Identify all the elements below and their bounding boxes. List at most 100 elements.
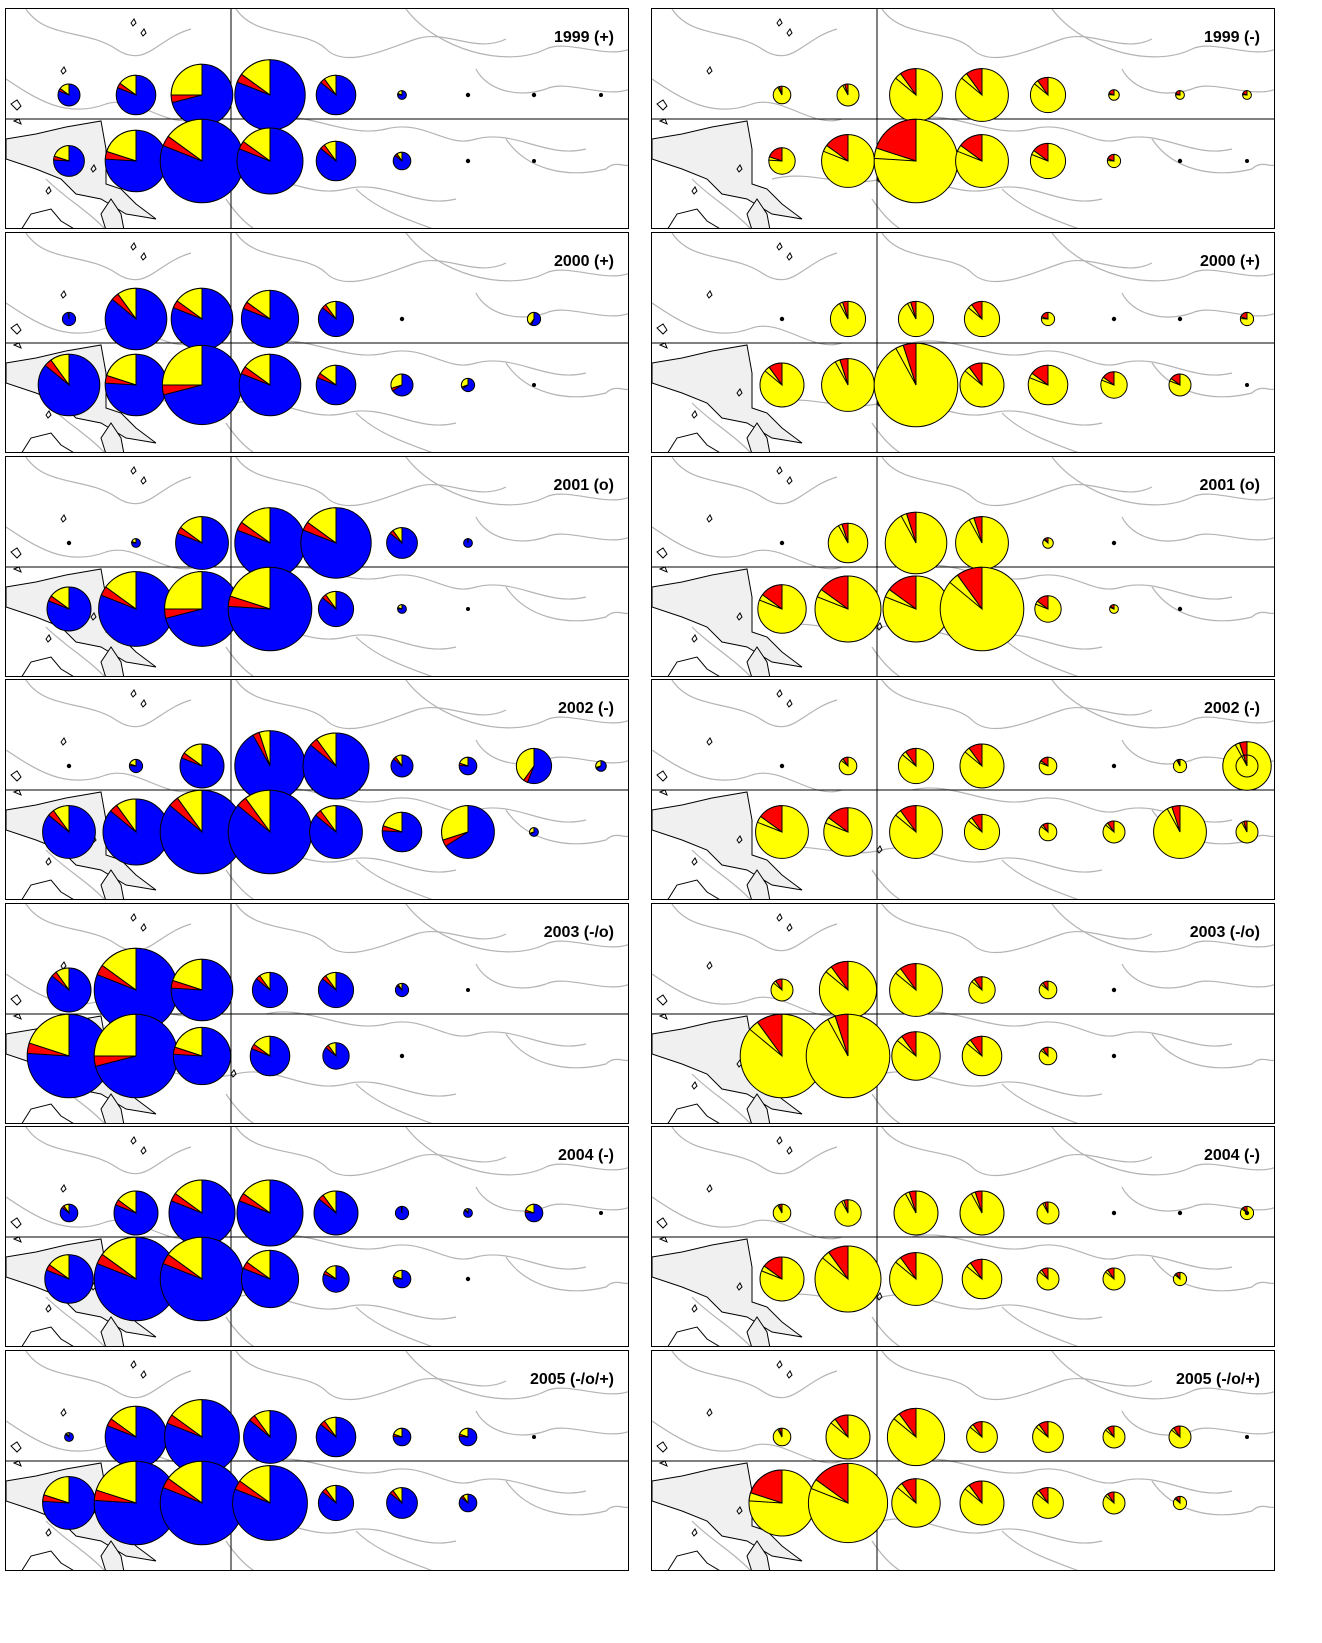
pie-south-5 [390, 373, 414, 397]
pie-south-1 [805, 1013, 891, 1099]
pie-north-5 [392, 1427, 412, 1447]
pie-south-1 [104, 353, 168, 417]
pie-south-5 [386, 1487, 418, 1519]
pie-north-2 [884, 511, 948, 575]
pie-south-4 [1032, 1487, 1064, 1519]
pie-south-0 [37, 353, 101, 417]
pie-south-4 [1034, 595, 1062, 623]
map-canvas [652, 904, 1274, 1123]
map-canvas [652, 233, 1274, 452]
pie-north-0 [66, 763, 72, 769]
pie-south-4 [1029, 142, 1067, 180]
pie-south-3 [961, 1258, 1003, 1300]
pie-north-5 [397, 90, 407, 100]
pie-south-5 [1102, 1267, 1126, 1291]
pie-south-1 [821, 134, 875, 188]
pie-south-2 [882, 575, 950, 643]
pie-south-2 [159, 789, 245, 875]
pie-north-0 [66, 540, 72, 546]
pie-north-2 [179, 743, 225, 789]
pie-north-0 [779, 763, 785, 769]
map-canvas [6, 457, 628, 676]
pie-north-2 [170, 63, 234, 127]
pie-north-1 [834, 1199, 862, 1227]
pie-south-4 [315, 140, 357, 182]
pie-north-7 [1239, 311, 1255, 327]
pie-north-6 [1168, 1425, 1192, 1449]
pie-north-8 [1235, 754, 1259, 778]
map-panel-1-1: 2000 (+) [651, 232, 1275, 453]
pie-north-2 [170, 287, 234, 351]
pie-north-2 [168, 1179, 236, 1247]
pie-north-7 [526, 311, 542, 327]
pie-north-0 [772, 1427, 792, 1447]
pie-south-2 [873, 342, 959, 428]
pie-north-6 [1177, 1210, 1183, 1216]
pie-north-0 [61, 311, 77, 327]
pie-south-3 [961, 1035, 1003, 1077]
pie-north-3 [234, 730, 306, 802]
pie-north-4 [300, 507, 372, 579]
pie-south-5 [1109, 604, 1119, 614]
pie-south-2 [889, 1252, 943, 1306]
pie-south-4 [1038, 1046, 1058, 1066]
pie-south-5 [399, 1053, 405, 1059]
pie-south-3 [963, 813, 1001, 851]
pie-south-1 [102, 798, 170, 866]
pie-south-6 [1153, 805, 1207, 859]
pie-south-3 [959, 362, 1005, 408]
pie-south-2 [891, 1031, 941, 1081]
pie-north-1 [113, 1190, 159, 1236]
pie-north-7 [1245, 1435, 1249, 1439]
pie-south-5 [392, 151, 412, 171]
map-panel-1-0: 2000 (+) [5, 232, 629, 453]
pie-north-2 [889, 963, 943, 1017]
pie-south-6 [1168, 373, 1192, 397]
pie-south-1 [93, 1460, 179, 1546]
pie-south-0 [26, 1013, 112, 1099]
pie-north-4 [315, 1416, 357, 1458]
pie-north-4 [1038, 756, 1058, 776]
pie-north-8 [599, 93, 603, 97]
pie-south-0 [757, 584, 807, 634]
pie-south-3 [227, 566, 313, 652]
pie-south-4 [1038, 822, 1058, 842]
pie-north-6 [458, 756, 478, 776]
pie-north-4 [1036, 1201, 1060, 1225]
pie-south-2 [159, 1236, 245, 1322]
pie-north-3 [963, 300, 1001, 338]
pie-north-2 [164, 1399, 240, 1475]
pie-north-0 [64, 1432, 74, 1442]
pie-south-7 [1235, 820, 1259, 844]
pie-north-0 [779, 316, 785, 322]
pie-south-5 [392, 1269, 412, 1289]
pie-north-1 [829, 300, 867, 338]
pie-north-3 [966, 1421, 998, 1453]
pie-south-0 [755, 805, 809, 859]
pie-north-7 [515, 747, 553, 785]
pie-north-1 [825, 1414, 871, 1460]
pie-north-5 [1102, 1425, 1126, 1449]
map-canvas [6, 233, 628, 452]
pie-north-4 [315, 74, 357, 116]
panel-label: 1999 (-) [1203, 29, 1260, 46]
pie-south-0 [42, 805, 96, 859]
map-panel-4-1: 2003 (-/o) [651, 903, 1275, 1124]
pie-south-5 [1100, 371, 1128, 399]
pie-south-3 [227, 789, 313, 875]
pie-north-5 [399, 316, 405, 322]
pie-south-6 [465, 158, 471, 164]
pie-south-0 [53, 145, 85, 177]
map-canvas [652, 680, 1274, 899]
pie-north-3 [234, 507, 306, 579]
map-panel-6-0: 2005 (-/o/+) [5, 1350, 629, 1571]
pie-north-6 [465, 92, 471, 98]
pie-north-3 [234, 59, 306, 131]
pie-south-1 [807, 1462, 889, 1544]
pie-north-4 [1029, 76, 1067, 114]
pie-north-2 [897, 300, 935, 338]
pie-north-8 [599, 1211, 603, 1215]
pie-north-0 [779, 540, 785, 546]
pie-south-0 [768, 147, 796, 175]
pie-south-4 [322, 1265, 350, 1293]
